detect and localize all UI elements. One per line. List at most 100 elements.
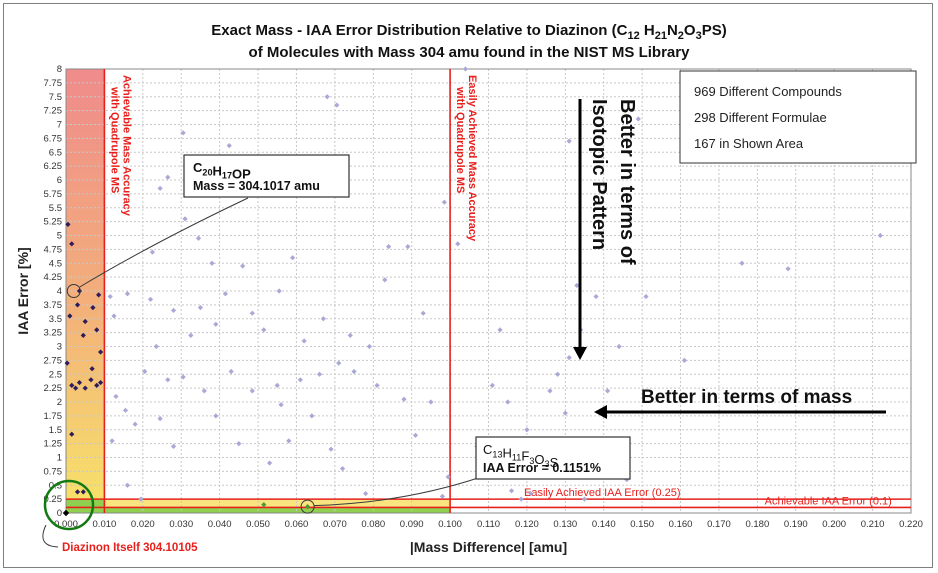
data-point-green	[304, 504, 311, 510]
y-tick-labels: 00.250.50.7511.251.51.7522.252.52.7533.2…	[44, 64, 63, 519]
data-point-light	[635, 116, 641, 122]
title-subscript: 12	[627, 30, 640, 42]
annotation-2-iaa: IAA Error = 0.1151%	[483, 461, 601, 475]
text-part: H	[503, 445, 512, 460]
data-point-light	[142, 368, 148, 375]
subscript-part: 17	[222, 171, 232, 181]
x-tick-label: 0.060	[285, 519, 309, 530]
title-subscript: 3	[695, 30, 702, 42]
y-tick-label: 5.75	[44, 189, 63, 200]
data-point-light	[290, 255, 296, 261]
data-point-light	[439, 493, 446, 499]
x-tick-label: 0.150	[630, 519, 654, 530]
data-point-light	[297, 377, 303, 383]
data-point-light	[593, 293, 599, 300]
y-tick-label: 0.75	[44, 466, 63, 477]
y-tick-label: 2.5	[49, 369, 62, 380]
data-point-light	[113, 393, 119, 400]
data-point-light	[188, 332, 194, 338]
y-tick-label: 4.5	[49, 258, 62, 269]
y-tick-label: 4	[57, 286, 62, 297]
y-tick-label: 3.25	[44, 328, 63, 339]
diazinon-label: Diazinon Itself 304.10105	[62, 542, 198, 554]
iaa-error-label: Easily Achieved IAA Error (0.25)	[524, 487, 681, 499]
data-point-dark	[94, 382, 100, 388]
data-point-light	[374, 382, 380, 388]
data-point-light	[122, 407, 129, 413]
text-part: C	[193, 160, 203, 175]
data-point-light	[165, 174, 171, 180]
data-point-light	[195, 235, 202, 241]
x-tick-label: 0.000	[54, 519, 78, 530]
data-point-light	[524, 427, 530, 433]
text-part: OP	[232, 167, 251, 182]
y-tick-label: 5.5	[49, 203, 62, 214]
data-point-light	[278, 402, 284, 408]
x-tick-label: 0.140	[592, 519, 616, 530]
text-part: O	[534, 452, 544, 467]
data-point-light	[182, 216, 188, 222]
data-point-light	[107, 293, 113, 300]
x-tick-label: 0.080	[361, 519, 385, 530]
y-tick-label: 3.5	[49, 314, 62, 325]
data-point-dark	[73, 385, 79, 391]
data-point-dark	[74, 302, 81, 308]
data-point-light	[547, 388, 553, 394]
subscript-part: 3	[545, 459, 550, 469]
y-axis-label: IAA Error [%]	[15, 247, 31, 334]
data-point-light	[405, 244, 411, 250]
data-point-light	[180, 374, 186, 380]
data-point-light	[266, 460, 273, 466]
mass-accuracy-label: with Quadrupole MS	[108, 86, 120, 193]
x-tick-labels: 0.000 0.010 0.020 0.030 0.040 0.050 0.060 0.070…	[54, 519, 923, 530]
x-tick-label: 0.120	[515, 519, 539, 530]
subscript-part: 3	[529, 456, 534, 466]
y-tick-label: 6	[57, 175, 62, 186]
data-point-dark	[65, 221, 71, 227]
data-point-light	[401, 396, 407, 402]
data-point-light	[138, 496, 144, 502]
data-point-dark	[97, 379, 104, 386]
x-tick-label: 0.130	[553, 519, 577, 530]
info-box: 969 Different Compounds 298 Different Fo…	[679, 70, 917, 164]
data-point-light	[441, 199, 447, 205]
isotopic-arrow-label-2: Isotopic Pattern	[588, 99, 610, 250]
mass-accuracy-label: with Quadrupole MS	[454, 86, 466, 193]
title-formula-part: H	[639, 22, 655, 39]
data-point-light	[382, 277, 388, 283]
y-tick-label: 1.25	[44, 439, 63, 450]
best-zone-bottom	[104, 507, 451, 513]
isotopic-arrow-head	[573, 347, 587, 360]
y-tick-label: 1.75	[44, 411, 63, 422]
x-tick-label: 0.030	[169, 519, 193, 530]
title-formula-part: O	[683, 22, 696, 39]
data-point-dark	[90, 305, 96, 311]
data-point-light	[566, 355, 572, 361]
data-point-dark	[69, 382, 75, 388]
x-tick-label: 0.100	[438, 519, 462, 530]
info-formulae: 298 Different Formulae	[694, 110, 827, 125]
x-tick-label: 0.050	[246, 519, 270, 530]
chart-title-line2: of Molecules with Mass 304 amu found in …	[248, 44, 690, 61]
data-point-dark	[94, 327, 100, 333]
annotation-2-circle	[300, 499, 315, 514]
best-zone-left	[66, 499, 105, 513]
text-part: C	[483, 442, 492, 457]
data-point-light	[339, 466, 346, 472]
y-tick-label: 5	[57, 231, 62, 242]
x-tick-label: 0.210	[861, 519, 885, 530]
mass-arrow-label: Better in terms of mass	[641, 387, 852, 408]
data-point-light	[170, 307, 177, 314]
y-tick-label: 0	[57, 508, 62, 519]
data-point-light	[581, 496, 588, 502]
mass-accuracy-label: Easily Achieved Mass Accuracy	[466, 75, 478, 242]
title-subscript: 21	[654, 30, 667, 42]
data-point-light	[508, 488, 515, 494]
info-box-frame	[679, 70, 917, 164]
mass-accuracy-label: Achievable Mass Accuracy	[120, 75, 132, 217]
data-point-light	[681, 357, 687, 363]
data-point-light	[153, 343, 159, 350]
y-tick-label: 3	[57, 342, 62, 353]
